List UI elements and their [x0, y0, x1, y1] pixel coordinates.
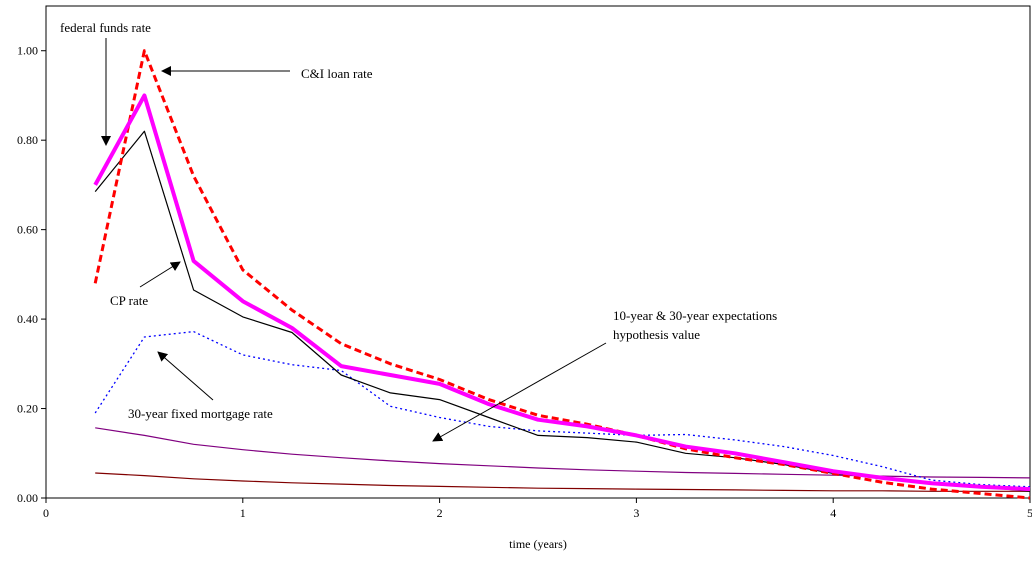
annotation-ci-loan-rate: C&I loan rate — [301, 66, 373, 81]
arrow-cp-rate — [139, 261, 181, 288]
x-tick-label: 0 — [43, 506, 49, 520]
y-tick-label: 0.20 — [17, 402, 38, 416]
x-tick-label: 4 — [830, 506, 836, 520]
annotation-cp-rate: CP rate — [110, 293, 148, 308]
x-tick-label: 1 — [240, 506, 246, 520]
y-axis: 0.00 0.20 0.40 0.60 0.80 1.00 — [17, 44, 46, 505]
annotation-federal-funds-rate: federal funds rate — [60, 20, 151, 35]
x-tick-label: 3 — [633, 506, 639, 520]
annotation-ehv-line1: 10-year & 30-year expectations — [613, 308, 777, 323]
series-line-cil — [93, 49, 1031, 500]
arrow-mortgage-rate — [157, 351, 214, 401]
x-tick-label: 2 — [437, 506, 443, 520]
series-line-ehv30 — [95, 472, 1030, 492]
y-tick-label: 0.40 — [17, 312, 38, 326]
x-axis: 0 1 2 3 4 5 — [43, 498, 1032, 520]
arrow-ehv — [432, 342, 607, 442]
x-tick-label: 5 — [1027, 506, 1032, 520]
y-tick-label: 0.80 — [17, 133, 38, 147]
y-tick-label: 0.00 — [17, 491, 38, 505]
annotation-ehv-line2: hypothesis value — [613, 327, 700, 342]
y-tick-label: 1.00 — [17, 44, 38, 58]
annotation-mortgage-rate: 30-year fixed mortgage rate — [128, 406, 273, 421]
series-layer — [93, 49, 1031, 500]
x-axis-title: time (years) — [509, 537, 567, 551]
series-line-ff — [93, 93, 1031, 492]
y-tick-label: 0.60 — [17, 223, 38, 237]
plot-area — [45, 5, 1031, 499]
